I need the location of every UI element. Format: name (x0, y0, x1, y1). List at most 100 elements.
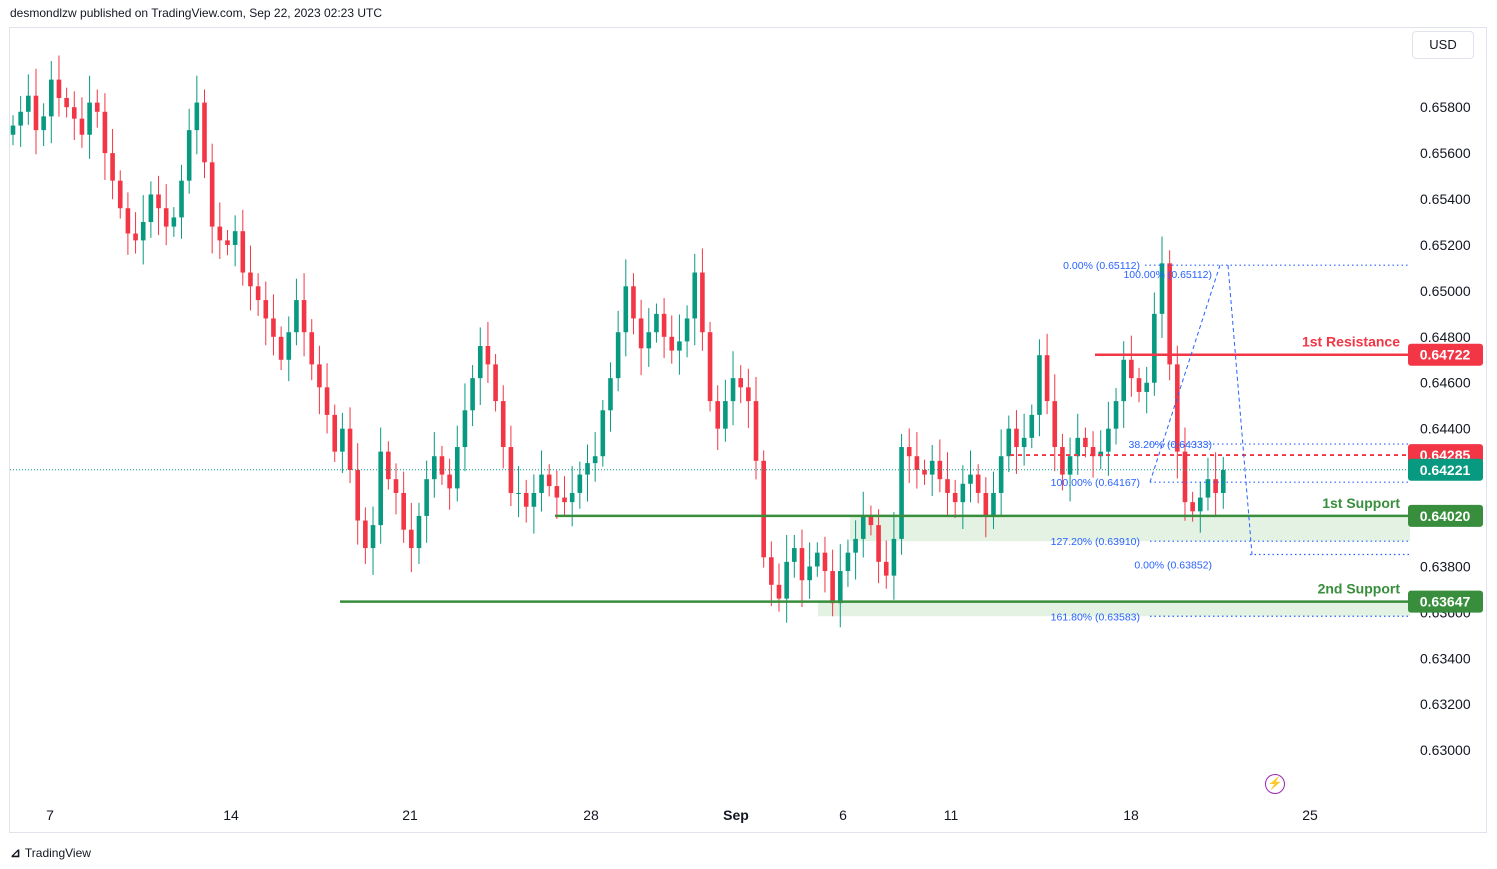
y-tick-label: 0.65400 (1420, 191, 1471, 207)
support-zone-2 (818, 601, 1410, 617)
candle-body (998, 456, 1004, 493)
y-tick-label: 0.65000 (1420, 283, 1471, 299)
x-tick-label: 6 (839, 807, 847, 823)
candle-body (26, 95, 31, 112)
candle-body (171, 217, 177, 227)
fib-label: 0.00% (0.63852) (1134, 560, 1212, 572)
candle-body (294, 300, 299, 333)
price-tag-box (1408, 590, 1483, 613)
candle-body (1021, 437, 1027, 448)
currency-selector[interactable]: USD (1412, 31, 1474, 59)
candle-body (454, 447, 460, 489)
candle-body (546, 474, 552, 487)
candle-body (156, 194, 161, 209)
y-tick-label: 0.65200 (1420, 237, 1471, 253)
candle-body (133, 233, 138, 241)
candle-body (462, 410, 468, 448)
candle-body (769, 557, 774, 585)
candle-body (87, 102, 92, 135)
candle-body (301, 300, 307, 333)
candle-body (248, 272, 253, 287)
candle-body (1190, 502, 1195, 512)
candle-body (240, 231, 246, 273)
footer: ⊿ TradingView (10, 845, 91, 861)
candle-body (608, 378, 613, 411)
candle-body (125, 208, 131, 234)
y-tick-label: 0.65800 (1420, 99, 1471, 115)
candle-body (975, 474, 981, 493)
candle-body (1198, 497, 1203, 512)
candle-body (18, 111, 23, 126)
candle-body (148, 194, 154, 222)
candle-body (1220, 470, 1226, 493)
support-2-label: 2nd Support (1318, 581, 1401, 597)
candle-body (179, 180, 184, 218)
candle-body (569, 492, 575, 503)
candle-body (1205, 479, 1211, 498)
candle-body (94, 102, 100, 112)
candle-body (677, 341, 682, 351)
level-lines: 1st Resistance 1st Support 2nd Support (10, 334, 1410, 603)
candle-body (163, 208, 169, 227)
candle-body (539, 474, 544, 493)
candle-body (1167, 263, 1172, 365)
publish-header: desmondlzw published on TradingView.com,… (10, 6, 383, 20)
candle-body (654, 313, 659, 333)
candle-body (470, 378, 475, 411)
candle-body (508, 447, 514, 493)
price-tag-box (1408, 343, 1483, 366)
chart-frame (9, 27, 1487, 833)
x-tick-label: 11 (944, 807, 959, 823)
x-tick-label: 18 (1123, 807, 1139, 823)
candle-body (776, 584, 782, 599)
candle-body (33, 95, 39, 131)
candle-body (255, 286, 261, 301)
fib-label: 100.00% (0.64167) (1051, 477, 1140, 489)
candle-body (960, 483, 966, 503)
candle-body (324, 387, 330, 415)
candle-body (753, 401, 759, 461)
candle-body (554, 486, 560, 498)
candle-body (217, 226, 223, 241)
candle-body (723, 401, 728, 429)
fib-trend-line (1149, 265, 1221, 483)
candle-body (1029, 414, 1035, 438)
candle-body (1083, 437, 1088, 448)
candle-body (792, 548, 797, 562)
price-axis: 0.65800 0.65600 0.65400 0.65200 0.65000 0.648… (1420, 99, 1471, 758)
candle-body (1037, 355, 1042, 415)
candle-body (79, 118, 85, 135)
candle-body (186, 130, 192, 181)
candle-body (876, 525, 881, 562)
support-zones (818, 515, 1410, 617)
candle-body (585, 463, 590, 475)
price-tag-label: 0.63647 (1420, 594, 1471, 610)
tradingview-logo-icon[interactable]: ⊿ (10, 845, 21, 860)
lightning-icon[interactable]: ⚡ (1265, 774, 1285, 794)
candle-body (615, 332, 621, 379)
price-tag-box (1408, 504, 1483, 527)
candle-body (1014, 428, 1019, 448)
candle-body (684, 318, 690, 342)
candle-body (1006, 428, 1012, 457)
candle-body (1052, 401, 1058, 448)
candle-body (409, 529, 414, 549)
candle-body (715, 401, 721, 429)
candle-body (1213, 479, 1218, 493)
candle-body (485, 346, 491, 365)
brand-name[interactable]: TradingView (24, 846, 91, 860)
candle-body (202, 102, 207, 163)
candle-body (700, 272, 705, 333)
candle-body (1090, 447, 1096, 457)
candle-body (447, 474, 452, 489)
candle-body (271, 318, 276, 337)
candle-body (991, 492, 996, 516)
candle-body (347, 428, 353, 470)
x-tick-label: 21 (402, 807, 418, 823)
candle-body (1136, 378, 1142, 392)
fib-label: 0.00% (0.65112) (1063, 260, 1140, 272)
y-tick-label: 0.63200 (1420, 696, 1471, 712)
candle-body (1075, 437, 1081, 457)
